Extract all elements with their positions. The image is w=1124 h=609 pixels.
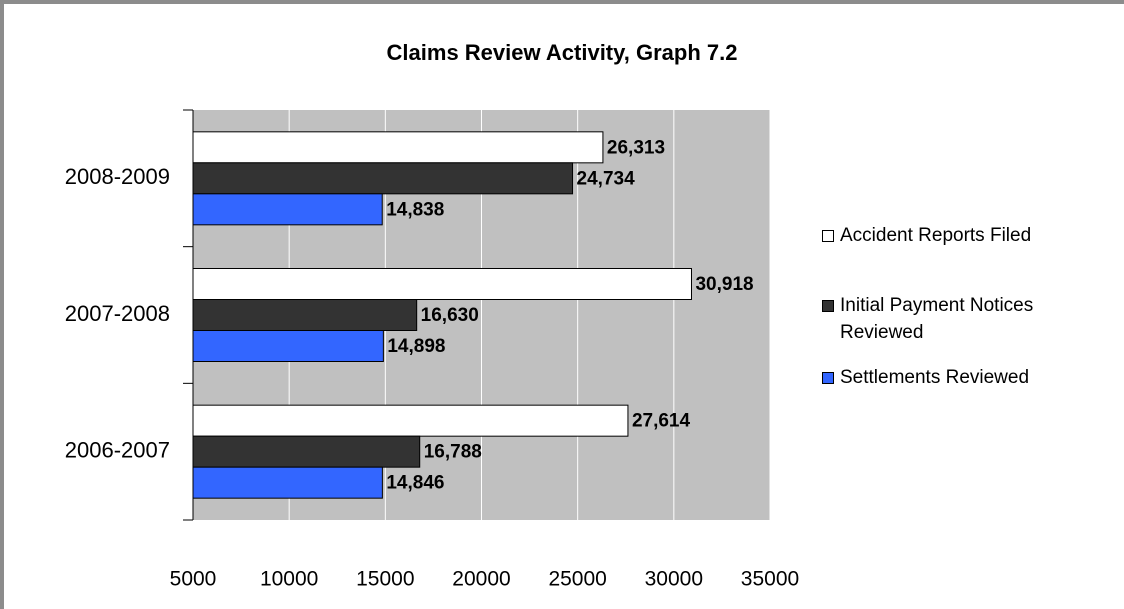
x-tick-label: 10000	[260, 568, 318, 591]
bar	[192, 268, 692, 300]
x-tick-label: 5000	[170, 568, 217, 591]
legend-label: Accident Reports Filed	[840, 225, 1032, 246]
x-tick-label: 25000	[548, 568, 606, 591]
value-label: 14,898	[387, 336, 445, 357]
x-tick-label: 35000	[741, 568, 799, 591]
value-label: 27,614	[632, 411, 691, 432]
y-tick-label: 2006-2007	[65, 437, 170, 462]
legend-label: Settlements Reviewed	[840, 367, 1030, 388]
legend-label: Initial Payment Notices Reviewed	[840, 295, 1034, 343]
legend-item: Accident Reports Filed	[822, 222, 1122, 249]
legend-swatch	[822, 300, 834, 312]
bar	[192, 299, 418, 331]
value-label: 24,734	[577, 168, 636, 189]
value-label: 14,838	[386, 199, 444, 220]
y-tick-label: 2007-2008	[65, 301, 170, 326]
x-tick-label: 15000	[356, 568, 414, 591]
x-tick-label: 30000	[645, 568, 703, 591]
x-tick-label: 20000	[452, 568, 510, 591]
bar	[192, 466, 383, 499]
bar	[192, 435, 421, 468]
value-label: 16,630	[421, 305, 479, 326]
value-label: 30,918	[695, 274, 753, 295]
bar	[192, 131, 604, 164]
bar	[192, 330, 384, 362]
bar	[192, 162, 574, 195]
legend-item: Initial Payment Notices Reviewed	[822, 292, 1122, 346]
value-label: 14,846	[386, 473, 444, 494]
value-label: 16,788	[424, 442, 482, 463]
legend-item: Settlements Reviewed	[822, 364, 1122, 391]
chart-title: Claims Review Activity, Graph 7.2	[387, 40, 738, 65]
legend-swatch	[822, 372, 834, 384]
bar	[192, 404, 629, 437]
legend-swatch	[822, 230, 834, 242]
value-label: 26,313	[607, 137, 665, 158]
bar	[192, 193, 383, 226]
y-tick-label: 2008-2009	[65, 164, 170, 189]
